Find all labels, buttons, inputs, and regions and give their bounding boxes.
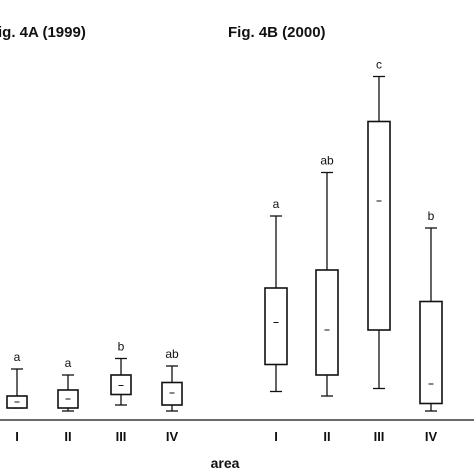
x-tick-panel-a-1: I: [15, 429, 19, 444]
x-tick-panel-b-1: I: [274, 429, 278, 444]
box-panel-b-4: [419, 300, 443, 405]
sig-letter-panel-b-4: b: [428, 209, 435, 223]
x-tick-panel-b-3: III: [374, 429, 385, 444]
box-panel-a-4: [161, 381, 183, 406]
sig-letter-panel-a-1: a: [14, 350, 21, 364]
sig-letter-panel-b-2: ab: [320, 154, 334, 168]
x-tick-panel-a-2: II: [64, 429, 71, 444]
box-panel-a-3: [110, 374, 132, 396]
sig-letter-panel-b-1: a: [273, 197, 280, 211]
box-panel-b-3: [367, 120, 391, 331]
x-tick-panel-b-2: II: [323, 429, 330, 444]
x-tick-panel-a-4: IV: [166, 429, 179, 444]
box-panel-b-1: [264, 287, 288, 366]
x-tick-panel-b-4: IV: [425, 429, 438, 444]
x-axis-label: area: [211, 455, 240, 471]
sig-letter-panel-a-2: a: [65, 356, 72, 370]
sig-letter-panel-a-3: b: [118, 340, 125, 354]
box-panel-b-2: [315, 269, 339, 376]
sig-letter-panel-a-4: ab: [165, 347, 179, 361]
box-series: a Ia II b III ab IV a Iab II c III b IV: [6, 58, 443, 444]
panel-a-title: ig. 4A (1999): [0, 24, 86, 41]
sig-letter-panel-b-3: c: [376, 58, 382, 72]
panel-b-title: Fig. 4B (2000): [228, 24, 326, 41]
x-tick-panel-a-3: III: [116, 429, 127, 444]
